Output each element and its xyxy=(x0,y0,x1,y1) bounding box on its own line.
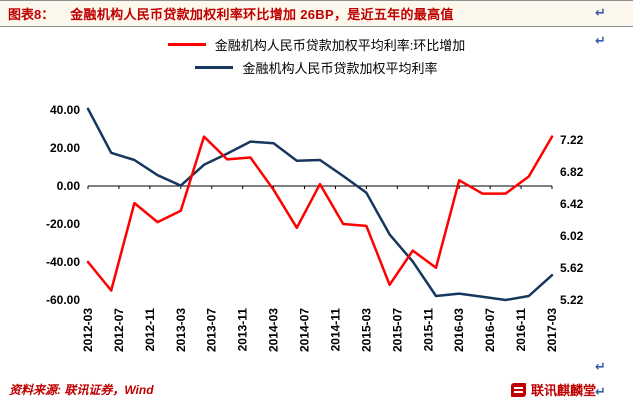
right-axis-tick-label: 5.22 xyxy=(560,293,584,307)
paragraph-mark-icon: ↵ xyxy=(595,384,606,399)
x-axis-tick-label: 2013-11 xyxy=(236,308,250,352)
paragraph-mark-icon: ↵ xyxy=(595,5,606,20)
figure-footer: 资料来源: 联讯证券，Wind 联讯麒麟堂 xyxy=(0,380,633,399)
dual-axis-line-chart: 40.00 20.00 0.00 -20.00 -40.00 -60.00 7.22 6.82… xyxy=(46,103,584,352)
x-axis-tick-label: 2014-07 xyxy=(298,308,312,352)
x-axis-tick-label: 2015-07 xyxy=(390,308,404,352)
legend-item-weighted-rate: 金融机构人民币贷款加权平均利率 xyxy=(195,58,438,76)
right-axis-tick-label: 5.62 xyxy=(560,261,584,275)
paragraph-mark-icon: ↵ xyxy=(595,359,606,374)
right-axis-tick-label: 6.42 xyxy=(560,197,584,211)
x-axis-tick-label: 2015-11 xyxy=(421,308,435,352)
x-axis-tick-label: 2017-03 xyxy=(545,308,559,352)
figure-title: 金融机构人民币贷款加权利率环比增加 26BP，是近五年的最高值 xyxy=(70,7,454,22)
left-axis-tick-label: -20.00 xyxy=(46,217,80,231)
x-axis-tick-label: 2012-11 xyxy=(143,308,157,352)
navy-line-swatch xyxy=(195,65,234,69)
x-axis-tick-label: 2014-03 xyxy=(267,308,281,352)
figure-title-bar: 图表8： 金融机构人民币贷款加权利率环比增加 26BP，是近五年的最高值 xyxy=(0,0,633,27)
x-axis-tick-label: 2016-03 xyxy=(452,308,466,352)
left-axis-tick-label: 20.00 xyxy=(50,141,80,155)
right-axis-tick-label: 6.02 xyxy=(560,229,584,243)
right-axis-tick-label: 7.22 xyxy=(560,133,584,147)
paragraph-mark-icon: ↵ xyxy=(595,33,606,48)
x-axis-tick-label: 2014-11 xyxy=(328,308,342,352)
left-axis-tick-label: -40.00 xyxy=(46,255,80,269)
brand-name: 联讯麒麟堂 xyxy=(530,383,596,398)
x-axis-tick-label: 2012-03 xyxy=(81,308,95,352)
x-axis-tick-label: 2016-11 xyxy=(514,308,528,352)
brand-watermark: 联讯麒麟堂 xyxy=(510,380,596,399)
x-axis-tick-label: 2013-03 xyxy=(174,308,188,352)
left-axis-tick-label: 0.00 xyxy=(57,179,81,193)
x-axis-tick-label: 2016-07 xyxy=(483,308,497,352)
x-axis-tick-label: 2012-07 xyxy=(112,308,126,352)
legend-item-mom-change: 金融机构人民币贷款加权平均利率:环比增加 xyxy=(167,35,466,53)
mom-change-line-series xyxy=(86,135,554,292)
weighted-rate-line-series xyxy=(86,107,554,302)
x-axis-tick-label: 2015-03 xyxy=(359,308,373,352)
qilin-logo-icon xyxy=(510,382,526,397)
data-source: 资料来源: 联讯证券，Wind xyxy=(9,383,154,397)
x-axis-tick-label: 2013-07 xyxy=(205,308,219,352)
left-axis-tick-label: 40.00 xyxy=(50,103,80,117)
legend-label-weighted-rate: 金融机构人民币贷款加权平均利率 xyxy=(242,60,438,76)
red-line-swatch xyxy=(167,42,206,46)
right-axis-tick-label: 6.82 xyxy=(560,165,584,179)
figure-number: 图表8： xyxy=(8,7,55,22)
legend-label-mom-change: 金融机构人民币贷款加权平均利率:环比增加 xyxy=(214,37,466,53)
left-axis-tick-label: -60.00 xyxy=(46,293,80,307)
chart-legend: 金融机构人民币贷款加权平均利率:环比增加 金融机构人民币贷款加权平均利率 xyxy=(0,35,633,76)
